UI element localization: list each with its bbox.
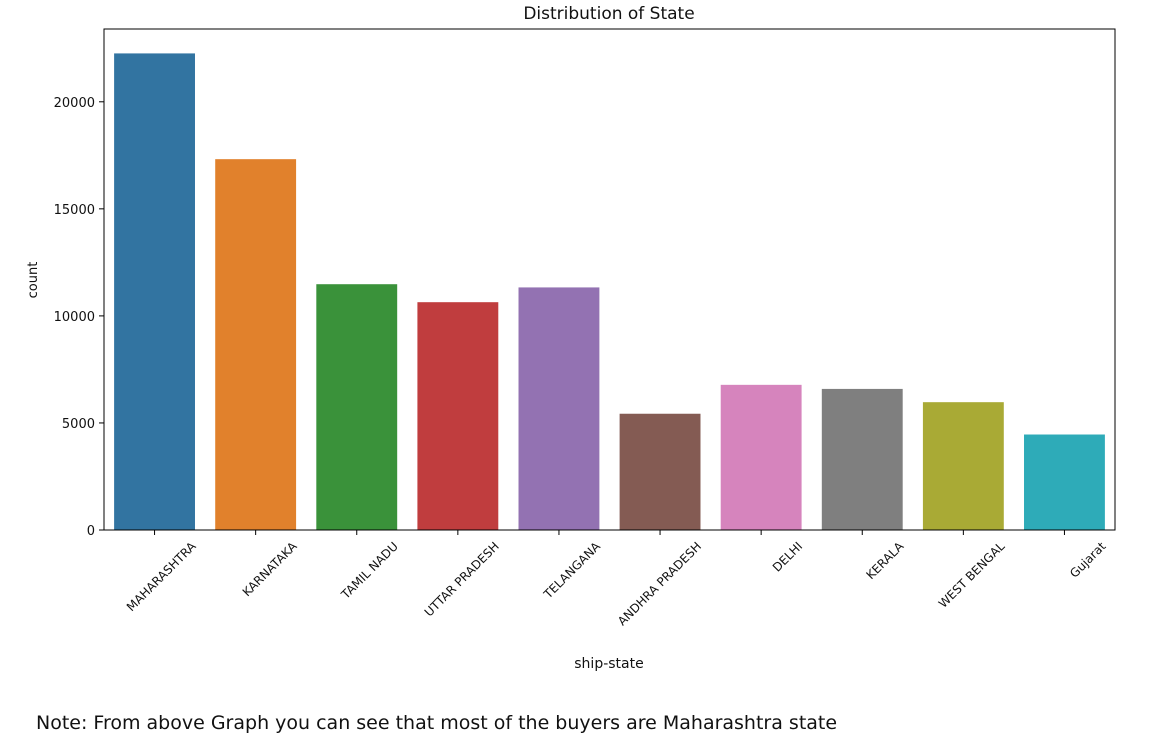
x-tick-label: UTTAR PRADESH: [422, 539, 502, 619]
bars-layer: [114, 53, 1105, 531]
y-ticks: 0 5000 10000 15000 20000: [54, 96, 104, 539]
note-text: Note: From above Graph you can see that …: [36, 712, 838, 734]
bar-karnataka: [215, 159, 297, 531]
y-axis-label: count: [26, 262, 41, 299]
y-tick-label: 5000: [62, 417, 95, 432]
y-tick-label: 15000: [54, 203, 95, 218]
x-tick-label: DELHI: [770, 539, 805, 574]
y-tick-label: 0: [87, 524, 95, 539]
x-axis-label: ship-state: [574, 656, 643, 672]
x-ticks: MAHARASHTRA KARNATAKA TAMIL NADU UTTAR PRAD…: [124, 530, 1109, 628]
bar-gujarat: [1024, 434, 1105, 530]
bar-uttar-pradesh: [417, 302, 499, 530]
bar-chart: Distribution of State count ship-state 0…: [26, 4, 1116, 672]
plot-frame: [103, 28, 1116, 531]
x-tick-label: TELANGANA: [540, 539, 603, 602]
x-tick-label: Gujarat: [1067, 539, 1109, 581]
x-tick-label: MAHARASHTRA: [124, 539, 199, 614]
bar-tamil-nadu: [316, 284, 398, 530]
x-tick-label: TAMIL NADU: [338, 539, 401, 602]
x-tick-label: KERALA: [864, 539, 907, 582]
bar-maharashtra: [114, 53, 195, 530]
chart-title: Distribution of State: [523, 4, 694, 24]
x-tick-label: ANDHRA PRADESH: [615, 539, 704, 628]
bar-andhra-pradesh: [619, 413, 701, 530]
y-tick-label: 10000: [54, 310, 95, 325]
x-tick-label: KARNATAKA: [240, 539, 301, 600]
bar-delhi: [720, 384, 802, 530]
bar-telangana: [518, 287, 600, 530]
bar-kerala: [821, 388, 903, 530]
y-tick-label: 20000: [54, 96, 95, 111]
x-tick-label: WEST BENGAL: [936, 539, 1008, 611]
bar-west-bengal: [922, 402, 1004, 530]
